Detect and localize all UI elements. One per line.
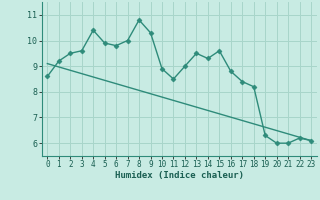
X-axis label: Humidex (Indice chaleur): Humidex (Indice chaleur) xyxy=(115,171,244,180)
